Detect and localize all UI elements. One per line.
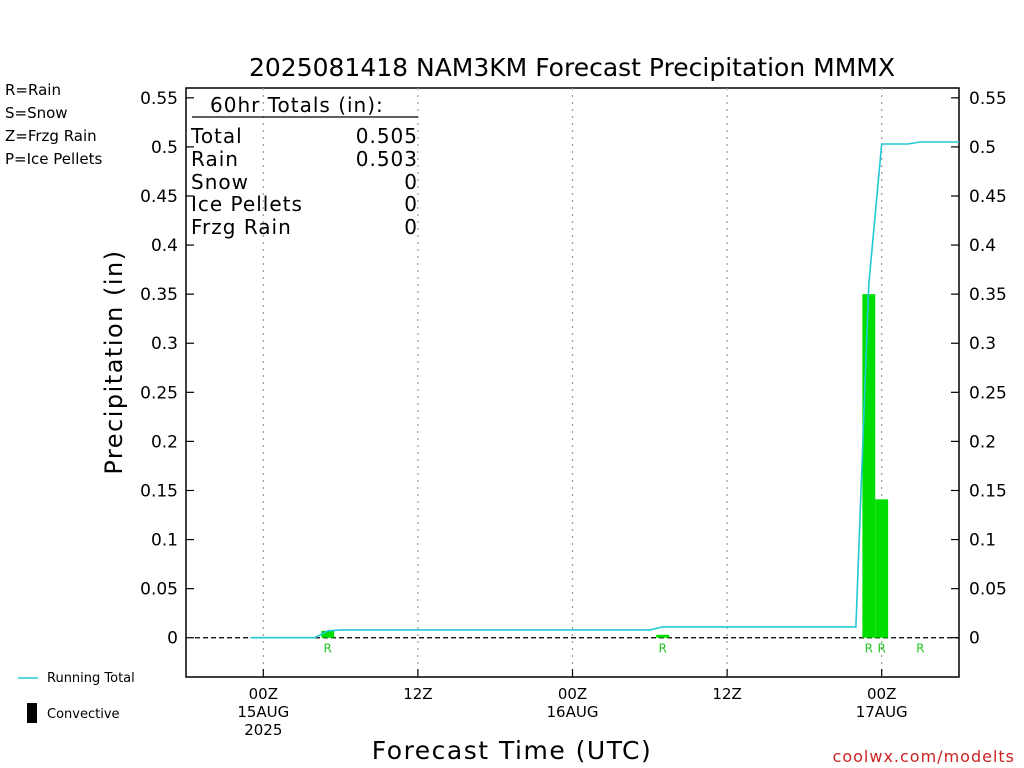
x-tick-label: 17AUG bbox=[856, 703, 908, 721]
totals-value-total: 0.505 bbox=[356, 124, 418, 148]
totals-label-rain: Rain bbox=[191, 147, 239, 171]
x-axis-title: Forecast Time (UTC) bbox=[372, 736, 652, 765]
running-total-legend-label: Running Total bbox=[47, 671, 135, 686]
totals-value-frzg-rain: 0 bbox=[404, 215, 418, 239]
y-tick-label-left: 0.45 bbox=[140, 187, 178, 207]
y-tick-label-right: 0.1 bbox=[969, 531, 996, 551]
totals-box: 60hr Totals (in): Total 0.505 Rain 0.503… bbox=[190, 93, 418, 239]
y-tick-label-right: 0.2 bbox=[969, 432, 996, 452]
x-tick-label: 00Z bbox=[867, 685, 896, 703]
precip-bar bbox=[656, 634, 670, 638]
totals-header: 60hr Totals (in): bbox=[210, 93, 384, 117]
y-tick-label-left: 0.55 bbox=[140, 89, 178, 109]
y-tick-label-right: 0.25 bbox=[969, 383, 1007, 403]
y-tick-label-right: 0.5 bbox=[969, 138, 996, 158]
totals-value-rain: 0.503 bbox=[356, 147, 418, 171]
precip-bar bbox=[321, 630, 335, 638]
totals-label-frzg-rain: Frzg Rain bbox=[191, 215, 292, 239]
grid-lines bbox=[195, 88, 959, 677]
y-tick-label-left: 0.05 bbox=[140, 580, 178, 600]
totals-label-ice-pellets: Ice Pellets bbox=[191, 192, 303, 216]
x-tick-label: 16AUG bbox=[547, 703, 599, 721]
y-tick-label-left: 0.5 bbox=[151, 138, 178, 158]
x-tick-label: 15AUG bbox=[237, 703, 289, 721]
watermark: coolwx.com/modelts bbox=[833, 747, 1015, 766]
convective-legend-swatch bbox=[27, 703, 37, 723]
y-tick-label-left: 0 bbox=[167, 629, 178, 649]
x-tick-label: 12Z bbox=[712, 685, 741, 703]
y-tick-label-left: 0.35 bbox=[140, 285, 178, 305]
y-axes: 0 00.05 0.050.1 0.10.15 0.150.2 0.20.25 0.250.… bbox=[140, 89, 1007, 649]
y-tick-label-left: 0.15 bbox=[140, 481, 178, 501]
y-tick-label-right: 0.4 bbox=[969, 236, 996, 256]
y-tick-label-right: 0.3 bbox=[969, 334, 996, 354]
y-tick-label-left: 0.1 bbox=[151, 531, 178, 551]
running-total-line bbox=[250, 141, 959, 639]
totals-label-snow: Snow bbox=[191, 170, 249, 194]
ptype-legend-snow: S=Snow bbox=[5, 104, 68, 122]
ptype-legend: R=Rain S=Snow Z=Frzg Rain P=Ice Pellets bbox=[5, 81, 102, 168]
y-tick-label-left: 0.3 bbox=[151, 334, 178, 354]
x-tick-label: 2025 bbox=[244, 721, 282, 739]
precip-type-label: R bbox=[916, 642, 924, 656]
y-tick-label-right: 0.35 bbox=[969, 285, 1007, 305]
y-axis-title: Precipitation (in) bbox=[100, 249, 128, 474]
precip-type-label: R bbox=[659, 642, 667, 656]
chart-title: 2025081418 NAM3KM Forecast Precipitation… bbox=[249, 53, 895, 82]
ptype-legend-frzg-rain: Z=Frzg Rain bbox=[5, 127, 97, 145]
ptype-legend-ice-pellets: P=Ice Pellets bbox=[5, 150, 102, 168]
ptype-legend-rain: R=Rain bbox=[5, 81, 61, 99]
totals-label-total: Total bbox=[190, 124, 243, 148]
x-tick-label: 00Z bbox=[249, 685, 278, 703]
convective-legend-label: Convective bbox=[47, 707, 120, 722]
precip-bar bbox=[875, 499, 889, 638]
y-tick-label-right: 0.45 bbox=[969, 187, 1007, 207]
y-tick-label-left: 0.25 bbox=[140, 383, 178, 403]
y-tick-label-left: 0.4 bbox=[151, 236, 178, 256]
y-tick-label-right: 0 bbox=[969, 629, 980, 649]
precip-type-label: R bbox=[878, 642, 886, 656]
running-total-series bbox=[250, 141, 959, 639]
series-legend: Running Total Convective bbox=[18, 671, 135, 723]
x-tick-label: 00Z bbox=[558, 685, 587, 703]
totals-value-ice-pellets: 0 bbox=[404, 192, 418, 216]
precip-bar bbox=[862, 294, 876, 638]
y-tick-label-right: 0.15 bbox=[969, 481, 1007, 501]
precip-type-label: R bbox=[865, 642, 873, 656]
y-tick-label-left: 0.2 bbox=[151, 432, 178, 452]
x-tick-label: 12Z bbox=[403, 685, 432, 703]
precip-type-label: R bbox=[324, 642, 332, 656]
y-tick-label-right: 0.55 bbox=[969, 89, 1007, 109]
y-tick-label-right: 0.05 bbox=[969, 580, 1007, 600]
totals-value-snow: 0 bbox=[404, 170, 418, 194]
